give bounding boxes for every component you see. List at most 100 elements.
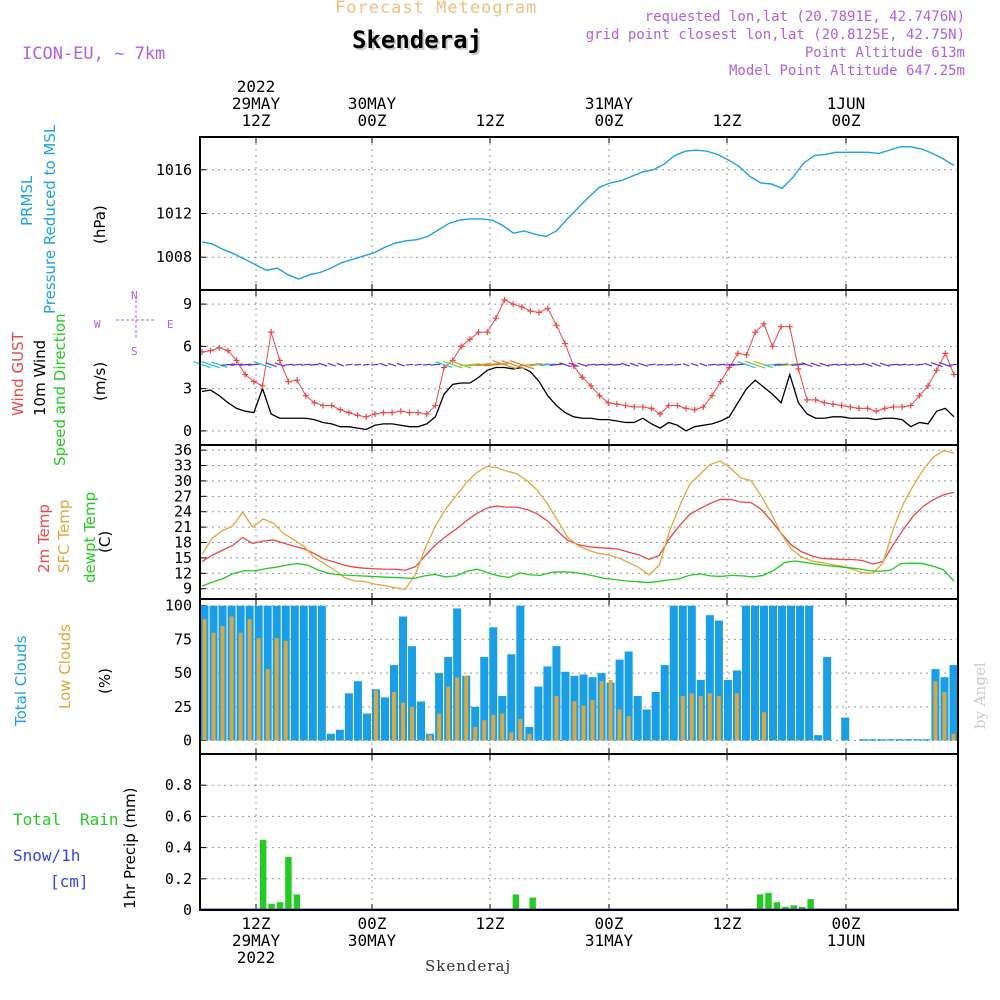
low-cloud-bar [401, 702, 406, 741]
gust-point [406, 409, 413, 416]
low-cloud-bar [455, 677, 460, 741]
gust-point [562, 340, 569, 347]
gust-point [242, 371, 249, 378]
panel-frame [199, 753, 959, 911]
gust-point [795, 365, 802, 372]
low-cloud-bar [437, 713, 442, 741]
wind-arrow [897, 363, 907, 366]
total-cloud-bar [561, 671, 570, 741]
total-cloud-bar [489, 627, 498, 741]
gust-point [683, 405, 690, 412]
total-cloud-bar [687, 605, 696, 741]
total-cloud-bar [326, 733, 335, 741]
wind-arrow [819, 362, 830, 367]
wind-arrow [621, 362, 630, 367]
gust-point [363, 413, 370, 420]
y-tick-label: 25 [174, 698, 192, 716]
top-time-label: 2022 29MAY 12Z [231, 77, 281, 130]
gust-point [613, 401, 620, 408]
low-cloud-bar [229, 616, 234, 741]
wind-arrow [744, 360, 766, 369]
wind-arrow [664, 363, 674, 366]
wind-arrow [923, 362, 933, 367]
y-tick-label: 33 [174, 457, 192, 475]
wind-arrow [879, 362, 890, 367]
model-altitude: Model Point Altitude 647.25m [728, 63, 965, 79]
gust-point [233, 357, 240, 364]
wind-arrow [362, 363, 370, 366]
wind-line [201, 366, 955, 432]
wind-arrow [801, 362, 813, 368]
total-cloud-bar [543, 666, 552, 741]
wind-arrow [265, 362, 277, 368]
y-tick-label: 50 [174, 664, 192, 682]
low-cloud-bar [473, 727, 478, 741]
wind-arrow [810, 362, 821, 367]
low-cloud-bar [247, 619, 252, 741]
wind-arrow [239, 363, 252, 366]
total-cloud-bar [859, 739, 868, 741]
compass-icon [116, 300, 156, 340]
y-tick-label: 1012 [156, 205, 192, 223]
gust-point [855, 405, 862, 412]
gust-point [596, 392, 603, 399]
gust-point [268, 329, 275, 336]
total-cloud-bar [841, 717, 850, 741]
compass-n: N [131, 289, 138, 302]
wind-arrow [549, 363, 564, 366]
gust-point [553, 322, 560, 329]
total-cloud-bar [823, 656, 832, 741]
top-time-label: 30MAY 00Z [347, 94, 397, 130]
total-cloud-bar [705, 615, 714, 741]
prmsl-line [201, 146, 955, 280]
wind-arrow [283, 363, 294, 366]
total-cloud-bar [895, 739, 904, 741]
wind-arrow [460, 363, 480, 367]
wind-arrow [309, 363, 320, 366]
y-tick-label: 3 [183, 380, 192, 398]
rain-bar [293, 894, 301, 910]
total-cloud-bar [769, 605, 778, 741]
total-cloud-bar [669, 605, 678, 741]
gust-point [838, 402, 845, 409]
gust-point [812, 396, 819, 403]
total-cloud-bar [344, 693, 353, 741]
wind-arrow [193, 361, 211, 369]
gust-point [544, 305, 551, 312]
total-cloud-bar [399, 616, 408, 741]
y-tick-label: 1008 [156, 248, 192, 266]
low-cloud-bar [518, 718, 523, 741]
y-tick-label: 15 [174, 549, 192, 567]
low-cloud-bar [283, 640, 288, 741]
wind-arrow [467, 363, 490, 367]
wind-arrow [629, 362, 639, 367]
rain-bar [529, 897, 536, 910]
total-cloud-bar [335, 729, 344, 741]
low-cloud-bar [698, 696, 703, 741]
gust-point [752, 329, 759, 336]
wind-arrow [930, 362, 943, 368]
wind-arrow [371, 363, 379, 366]
gust-point [734, 350, 741, 357]
gust-point [536, 309, 543, 316]
wind-arrow [300, 363, 311, 366]
gust-point [458, 343, 465, 350]
total-cloud-bar [796, 605, 805, 741]
wind-arrow [637, 362, 648, 367]
wind-arrow [387, 362, 397, 367]
wind-arrow [559, 362, 571, 368]
gust-point [285, 378, 292, 385]
wind-arrow [690, 362, 699, 367]
total-cloud-bar [868, 739, 877, 741]
gust-point [760, 320, 767, 327]
wind-arrow [435, 361, 453, 369]
low-cloud-bar [509, 732, 514, 741]
low-cloud-bar [500, 713, 505, 741]
gust-point [916, 392, 923, 399]
precip-snow-label: Snow/1h [13, 846, 81, 865]
gust-point [864, 405, 871, 412]
low-cloud-bar [707, 693, 712, 741]
wind-arrow [656, 363, 664, 366]
total-cloud-bar [741, 605, 750, 741]
